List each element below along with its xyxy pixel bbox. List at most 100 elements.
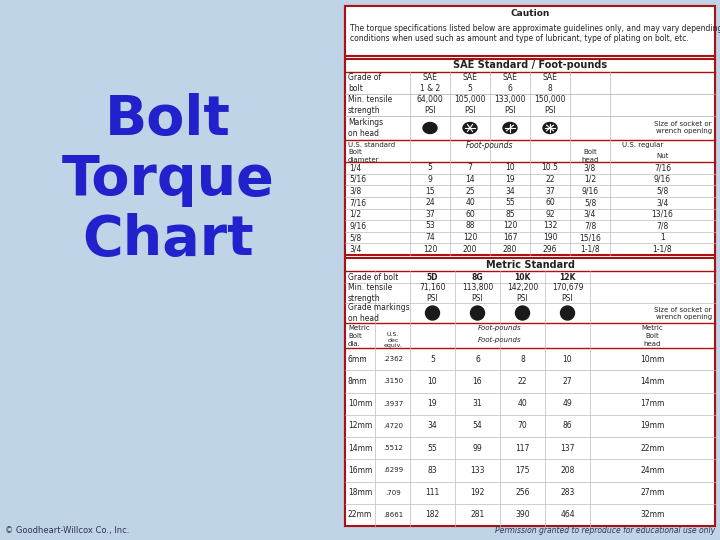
Text: 256: 256 [516,488,530,497]
Text: 133: 133 [470,466,485,475]
Text: 12K: 12K [559,273,576,281]
Text: 22mm: 22mm [348,510,372,519]
Text: 192: 192 [470,488,485,497]
Text: 7/16: 7/16 [654,163,671,172]
Text: 18mm: 18mm [348,488,372,497]
Text: SAE Standard / Foot-pounds: SAE Standard / Foot-pounds [453,60,607,71]
Text: 60: 60 [545,198,555,207]
Text: 1/2: 1/2 [584,175,596,184]
Text: 5/8: 5/8 [349,233,361,242]
Text: 88: 88 [465,221,474,231]
Text: Size of socket or
wrench opening: Size of socket or wrench opening [654,122,712,134]
Text: SAE
5: SAE 5 [462,73,477,93]
Text: 16: 16 [473,377,482,386]
Text: 40: 40 [518,399,527,408]
Text: 19mm: 19mm [640,421,665,430]
Text: Caution: Caution [510,9,549,17]
Text: 34: 34 [505,186,515,195]
Text: .3150: .3150 [383,379,403,384]
Text: 19: 19 [505,175,515,184]
Text: 92: 92 [545,210,555,219]
Text: 1/2: 1/2 [349,210,361,219]
Text: 10: 10 [428,377,437,386]
Text: 27: 27 [563,377,572,386]
Text: 1-1/8: 1-1/8 [580,245,600,254]
Text: SAE
6: SAE 6 [503,73,518,93]
Text: 6mm: 6mm [348,355,368,363]
Text: 10: 10 [563,355,572,363]
Text: 10K: 10K [516,310,529,315]
Text: 170,679
PSI: 170,679 PSI [552,284,583,303]
Text: 3/4: 3/4 [584,210,596,219]
Text: .2362: .2362 [383,356,403,362]
Text: 10K: 10K [514,273,531,281]
Text: .6299: .6299 [383,468,403,474]
Text: 7/8: 7/8 [657,221,669,231]
Text: 5: 5 [428,163,433,172]
Text: 3/4: 3/4 [349,245,361,254]
Text: 105,000
PSI: 105,000 PSI [454,95,486,114]
Text: 142,200
PSI: 142,200 PSI [507,284,538,303]
Bar [345,258,715,526]
Text: Bolt
head: Bolt head [644,334,661,347]
Text: 10.5: 10.5 [541,163,559,172]
Text: 7: 7 [467,163,472,172]
Text: 8G: 8G [473,310,482,315]
Text: 10mm: 10mm [640,355,665,363]
Text: 6: 6 [475,355,480,363]
Text: 53: 53 [425,221,435,231]
Text: 55: 55 [505,198,515,207]
Text: 208: 208 [560,466,575,475]
Text: Min. tensile
strength: Min. tensile strength [348,284,392,303]
Text: 86: 86 [563,421,572,430]
Text: 117: 117 [516,444,530,453]
Text: 12mm: 12mm [348,421,372,430]
Text: The torque specifications listed below are approximate guidelines only, and may : The torque specifications listed below a… [350,24,720,33]
Text: 8mm: 8mm [348,377,367,386]
Text: 8G: 8G [472,273,483,281]
Text: Nut: Nut [656,153,669,159]
Text: Foot-pounds: Foot-pounds [478,337,522,343]
Text: SAE
8: SAE 8 [543,73,557,93]
Text: 9/16: 9/16 [349,221,366,231]
Text: 22: 22 [545,175,554,184]
Text: .709: .709 [385,490,401,496]
Text: 5/8: 5/8 [657,186,669,195]
Text: 120: 120 [463,233,477,242]
Text: 25: 25 [465,186,474,195]
Text: 40: 40 [465,198,475,207]
Text: 150,000
PSI: 150,000 PSI [534,95,566,114]
Text: 99: 99 [472,444,482,453]
Text: 120: 120 [423,245,437,254]
Text: 167: 167 [503,233,517,242]
Text: 1: 1 [660,233,665,242]
Text: 27mm: 27mm [640,488,665,497]
Text: 7/8: 7/8 [584,221,596,231]
Text: Foot-pounds: Foot-pounds [467,140,514,150]
Text: 280: 280 [503,245,517,254]
Text: 74: 74 [425,233,435,242]
Circle shape [470,306,485,320]
Text: 14mm: 14mm [640,377,665,386]
Text: © Goodheart-Willcox Co., Inc.: © Goodheart-Willcox Co., Inc. [5,526,130,535]
Text: 175: 175 [516,466,530,475]
Text: 32mm: 32mm [640,510,665,519]
Ellipse shape [463,123,477,133]
Text: 113,800
PSI: 113,800 PSI [462,284,493,303]
Text: 9: 9 [428,175,433,184]
Text: 85: 85 [505,210,515,219]
Text: 9/16: 9/16 [654,175,671,184]
Circle shape [426,306,439,320]
Text: 64,000
PSI: 64,000 PSI [417,95,444,114]
Text: U.S.
dec
equiv.: U.S. dec equiv. [384,332,402,348]
Text: 14mm: 14mm [348,444,372,453]
Text: 14: 14 [465,175,474,184]
Text: 9/16: 9/16 [582,186,598,195]
Text: 182: 182 [426,510,440,519]
Text: 5D: 5D [428,310,437,315]
Text: 60: 60 [465,210,475,219]
Text: 1/4: 1/4 [349,163,361,172]
Text: 296: 296 [543,245,557,254]
Text: Bolt
diameter: Bolt diameter [348,150,379,163]
Text: 283: 283 [560,488,575,497]
